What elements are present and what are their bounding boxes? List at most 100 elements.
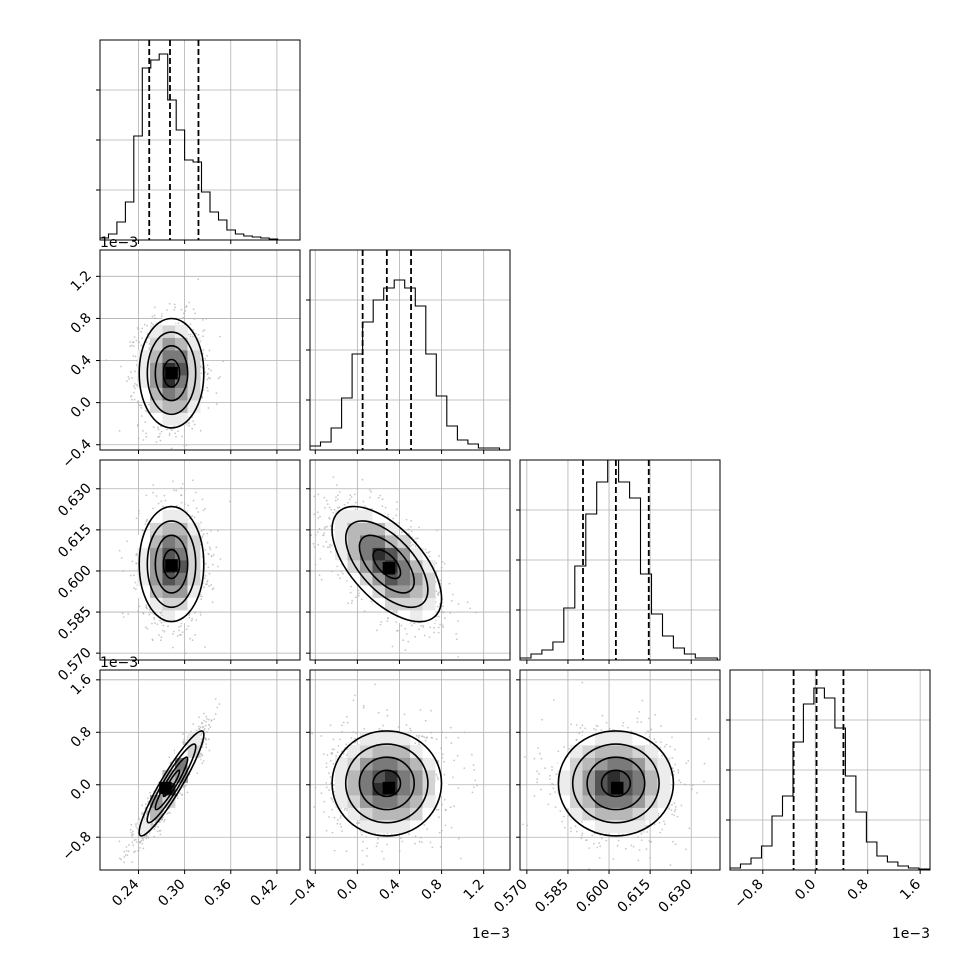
sample-point [404, 649, 407, 652]
density-cell [372, 732, 386, 746]
sample-point [424, 719, 427, 722]
hist-3-steps [730, 687, 930, 870]
sample-point [640, 721, 643, 723]
sample-point [397, 726, 400, 728]
sample-point [317, 493, 320, 496]
sample-point [191, 427, 194, 430]
sample-point [207, 372, 209, 375]
sample-point [444, 824, 447, 827]
sample-point [555, 773, 558, 776]
sample-point [199, 611, 202, 614]
sample-point [141, 837, 144, 840]
sample-point [131, 398, 133, 401]
sample-point [646, 831, 649, 833]
sample-point [439, 579, 441, 582]
density-cell [335, 535, 348, 548]
sample-point [379, 623, 382, 626]
sample-point [335, 484, 338, 486]
sample-point [138, 509, 140, 512]
sample-point [533, 757, 536, 760]
density-cell [175, 522, 188, 536]
density-cell [397, 572, 411, 586]
sample-point [135, 364, 138, 366]
sample-point [703, 780, 705, 783]
density-cell [360, 547, 373, 561]
scatter-panel-3-1 [309, 669, 511, 871]
sample-point [670, 809, 673, 811]
sample-point [170, 447, 173, 450]
sample-point [441, 753, 444, 756]
sample-point [596, 846, 599, 849]
sample-point [354, 694, 356, 697]
pair-0-contour-2 [146, 331, 197, 416]
sample-point [637, 836, 639, 838]
density-cell [582, 757, 596, 771]
pair-1-contour-1 [154, 534, 189, 594]
sample-point [189, 637, 191, 640]
sample-point [381, 850, 383, 853]
sample-point [428, 555, 431, 558]
sample-point [135, 553, 138, 555]
sample-point [133, 574, 135, 577]
sample-point [201, 726, 204, 729]
density-cell [360, 585, 373, 598]
sample-point [418, 743, 420, 746]
sample-point [339, 817, 342, 819]
sample-point [174, 306, 177, 309]
sample-point [358, 592, 360, 595]
sample-point [200, 529, 203, 532]
sample-point [166, 812, 169, 815]
sample-point [205, 715, 208, 718]
density-cell [557, 782, 571, 796]
sample-point [536, 781, 538, 784]
density-cell [150, 412, 163, 426]
sample-point [424, 548, 427, 551]
sample-point [438, 555, 440, 557]
sample-point [360, 833, 363, 836]
sample-point [352, 731, 355, 733]
sample-point [341, 730, 344, 733]
sample-point [182, 742, 185, 745]
sample-point [129, 828, 132, 831]
x-offset-label-1: 1e−3 [472, 926, 510, 942]
sample-point [574, 825, 577, 828]
sample-point [181, 793, 184, 796]
density-cell [422, 597, 436, 611]
sample-point [339, 738, 341, 741]
sample-point [206, 718, 208, 720]
sample-point [441, 561, 444, 563]
sample-point [337, 574, 339, 576]
density-cell [372, 757, 386, 771]
sample-point [349, 591, 352, 594]
sample-point [188, 616, 191, 619]
sample-point [539, 752, 541, 755]
sample-point [608, 727, 611, 730]
sample-point [132, 830, 134, 833]
sample-point [356, 822, 358, 824]
pair-4-frame [309, 669, 511, 871]
sample-point [352, 699, 355, 702]
sample-point [197, 511, 200, 513]
sample-point [540, 757, 543, 760]
sample-point [362, 704, 365, 707]
sample-point [455, 638, 458, 641]
sample-point [183, 738, 186, 741]
density-cell [410, 807, 423, 821]
sample-point [136, 425, 139, 427]
sample-point [212, 553, 215, 556]
sample-point [206, 532, 209, 535]
sample-point [320, 735, 322, 737]
sample-point [202, 335, 204, 338]
sample-point [318, 574, 321, 576]
sample-point [414, 742, 417, 744]
sample-point [150, 823, 153, 826]
sample-point [344, 807, 346, 810]
density-cell [175, 412, 188, 426]
density-cell [632, 782, 646, 796]
sample-point [313, 513, 316, 516]
density-cell [385, 795, 398, 808]
sample-point [443, 798, 446, 801]
sample-point [331, 753, 333, 755]
pair-5-contour-1 [586, 756, 646, 811]
sample-point [312, 542, 315, 545]
